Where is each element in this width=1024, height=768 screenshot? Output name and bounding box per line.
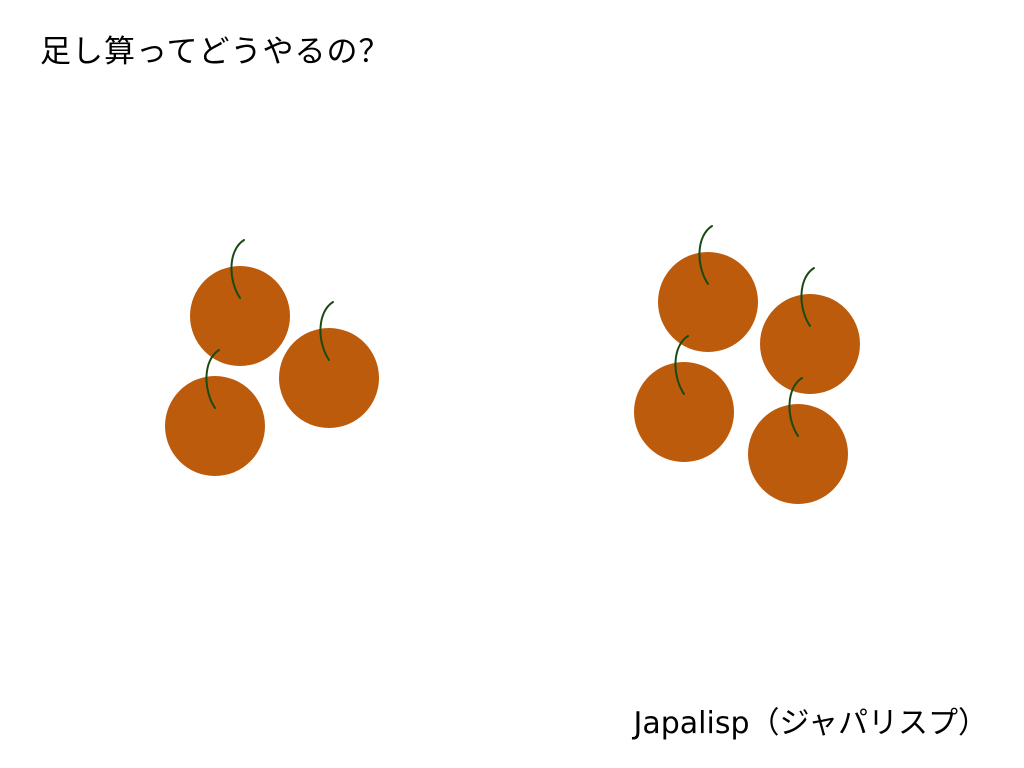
fruit-body [165, 376, 265, 476]
footer-caption: Japalisp（ジャパリスプ） [633, 706, 988, 741]
right-fruit-group [634, 225, 860, 504]
stem-icon [205, 349, 220, 409]
persimmon-icon [190, 239, 290, 366]
stem-icon [698, 225, 713, 285]
fruit-body [190, 266, 290, 366]
fruit-body [748, 404, 848, 504]
stem-icon [800, 267, 815, 327]
persimmon-icon [634, 335, 734, 462]
persimmon-icon [658, 225, 758, 352]
fruit-body [658, 252, 758, 352]
persimmon-icon [748, 377, 848, 504]
stem-icon [788, 377, 803, 437]
stem-icon [230, 239, 245, 299]
slide-title: 足し算ってどうやるの？ [40, 34, 391, 70]
fruit-body [760, 294, 860, 394]
persimmon-icon [165, 349, 265, 476]
stem-icon [674, 335, 689, 395]
persimmon-icon [279, 301, 379, 428]
fruit-body [634, 362, 734, 462]
fruit-body [279, 328, 379, 428]
persimmon-icon [760, 267, 860, 394]
stem-icon [319, 301, 334, 361]
left-fruit-group [165, 239, 379, 476]
